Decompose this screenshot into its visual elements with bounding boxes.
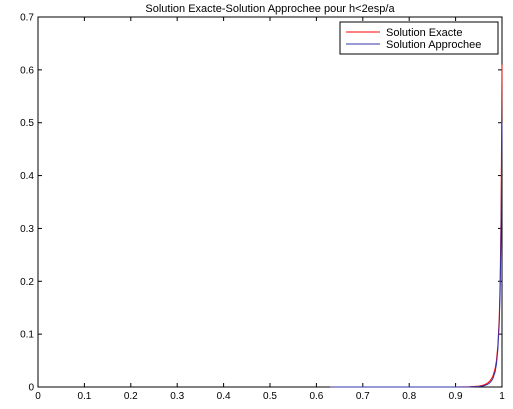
y-axis: 0 0.1 0.2 0.3 0.4 0.5 0.6 0.7 (20, 13, 502, 394)
y-tick-label: 0.2 (20, 277, 34, 288)
y-tick-label: 0.4 (20, 171, 34, 182)
series-layer (330, 64, 503, 388)
y-tick-label: 0.5 (20, 118, 34, 129)
x-tick-label: 1 (499, 391, 505, 402)
y-tick-label: 0.1 (20, 330, 34, 341)
y-tick-label: 0 (28, 383, 34, 394)
x-tick-label: 0.6 (309, 391, 323, 402)
legend-label: Solution Approchee (386, 39, 481, 51)
y-tick-label: 0.7 (20, 13, 34, 24)
chart-title: Solution Exacte-Solution Approchee pour … (145, 3, 395, 15)
x-tick-label: 0.9 (449, 391, 463, 402)
x-tick-label: 0.2 (124, 391, 138, 402)
y-tick-label: 0.6 (20, 65, 34, 76)
plot-area (37, 16, 503, 388)
x-tick-label: 0.4 (217, 391, 231, 402)
x-tick-label: 0 (35, 391, 41, 402)
legend-label: Solution Exacte (386, 27, 462, 39)
x-tick-label: 0.5 (263, 391, 277, 402)
x-tick-label: 0.1 (77, 391, 91, 402)
x-tick-label: 0.7 (356, 391, 370, 402)
series-line-solution-approchee (330, 122, 503, 388)
x-tick-label: 0.3 (170, 391, 184, 402)
x-tick-label: 0.8 (402, 391, 416, 402)
x-axis: 0 0.1 0.2 0.3 0.4 0.5 0.6 0.7 0.8 0.9 1 (35, 17, 505, 402)
legend-box (339, 21, 499, 55)
y-tick-label: 0.3 (20, 224, 34, 235)
